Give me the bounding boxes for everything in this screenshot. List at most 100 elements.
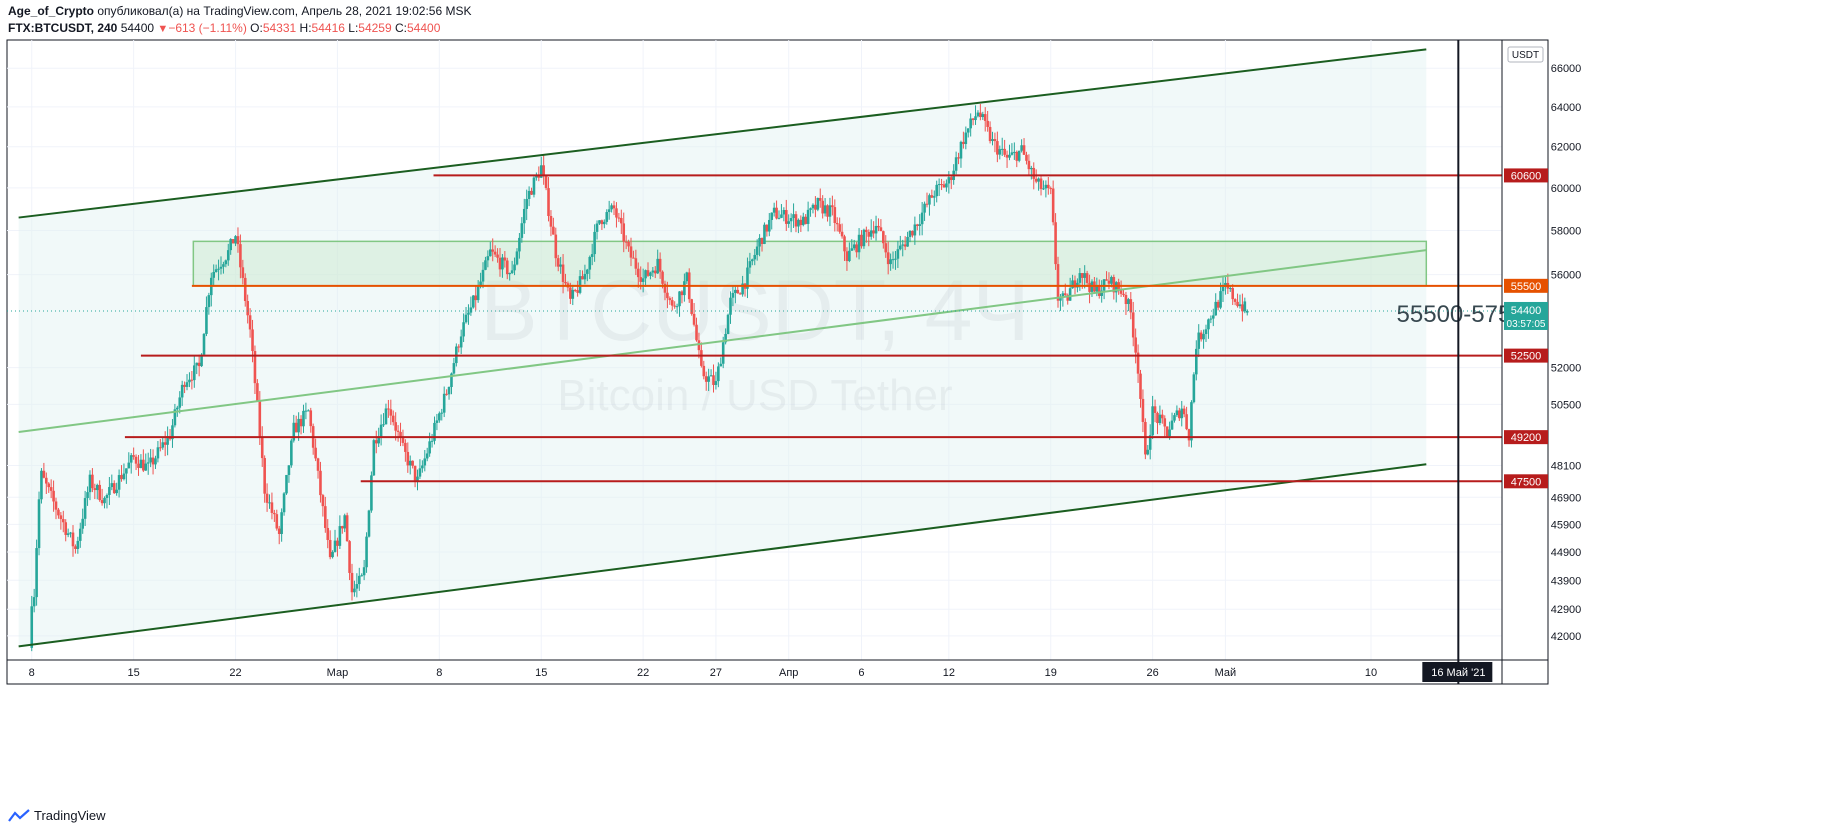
candle-bull [590,254,594,257]
candle-bear [1063,293,1067,295]
candle-bear [738,293,742,295]
candle-bear [554,234,558,259]
candle-bear [256,383,259,401]
candle-bull [717,366,720,382]
candle-bull [901,244,905,246]
candle-bear [1073,280,1077,288]
candle-bear [930,195,934,198]
candle-bull [408,460,412,466]
candle-bull [333,540,337,552]
candle-bear [498,257,502,270]
candle-bear [814,204,817,210]
candle-bull [146,462,150,464]
candle-bull [1245,310,1249,313]
candle-bull [188,379,191,383]
candle-bear [120,475,123,480]
candle-bear [253,351,257,384]
candle-bull [224,260,228,265]
candle-bull [222,264,225,267]
candle-bull [583,273,587,280]
candle-bear [1231,288,1234,300]
price-tick-label: 52000 [1551,363,1582,375]
candle-bull [801,216,805,226]
current-price-badge [1504,301,1548,330]
candle-bull [899,245,902,250]
candle-bull [1243,301,1247,312]
candle-bear [573,289,577,291]
candle-bull [1180,408,1184,419]
candle-bull [649,272,652,276]
price-tick-label: 62000 [1551,142,1582,154]
candle-bear [503,257,507,261]
candle-bear [736,289,740,294]
candle-bear [112,483,116,494]
candle-bear [309,410,313,427]
time-tick-label: 27 [710,667,722,679]
candle-bull [343,515,347,529]
candle-bear [561,264,565,282]
candle-bear [93,488,97,491]
candle-bull [991,139,994,142]
candle-bear [1216,301,1220,308]
candle-bear [983,114,987,121]
candle-bear [1022,145,1026,155]
candle-bull [1110,276,1113,284]
candle-bear [617,217,621,219]
candle-bull [88,474,92,493]
candle-bear [661,271,664,284]
low-label: L: [348,21,359,35]
candle-bear [1005,154,1009,158]
candle-bull [384,408,388,425]
candle-bear [670,300,674,306]
candle-bear [1153,406,1157,413]
candle-bear [835,222,839,225]
candle-bear [697,340,701,351]
candle-bull [1175,410,1179,416]
candle-bear [882,231,885,244]
candle-bear [197,362,201,367]
candle-bull [464,314,468,323]
candle-bull [1168,429,1171,437]
time-tick-label: 10 [1365,667,1377,679]
candle-bull [144,463,148,471]
price-tick-label: 43900 [1551,575,1582,587]
candle-bull [117,475,121,490]
candle-bear [877,225,880,228]
candle-bull [598,220,601,224]
price-tick-label: 58000 [1551,225,1582,237]
candle-bull [1061,293,1065,298]
candle-bear [294,422,298,433]
candle-bull [848,250,851,262]
candle-bull [282,493,286,513]
candle-bear [612,205,616,209]
candle-bull [683,281,686,296]
candle-bull [758,237,761,247]
candle-bear [394,422,397,431]
candle-bear [702,365,706,377]
candle-bull [365,536,368,568]
footer-brand[interactable]: TradingView [8,808,106,823]
candle-bull [586,269,589,274]
candle-bull [127,462,131,469]
candle-bear [1080,273,1084,278]
last-price: 54400 [120,21,155,35]
candle-bear [1034,178,1038,182]
candle-bull [442,393,446,413]
candle-bear [190,379,194,381]
candle-bear [1124,294,1128,305]
candle-bull [362,567,366,576]
candle-bear [666,292,669,299]
candle-bear [804,216,807,224]
candle-bull [452,363,456,374]
high-label: H: [299,21,312,35]
tradingview-logo-icon [8,808,30,822]
candle-bear [183,384,186,387]
candle-bull [234,236,237,244]
time-tick-label: 26 [1147,667,1159,679]
candle-bear [71,532,75,547]
author-name[interactable]: Age_of_Crypto [8,4,95,18]
time-tick-label: 19 [1045,667,1057,679]
symbol-name[interactable]: FTX:BTCUSDT, 240 [8,21,118,35]
candle-bear [275,514,279,529]
